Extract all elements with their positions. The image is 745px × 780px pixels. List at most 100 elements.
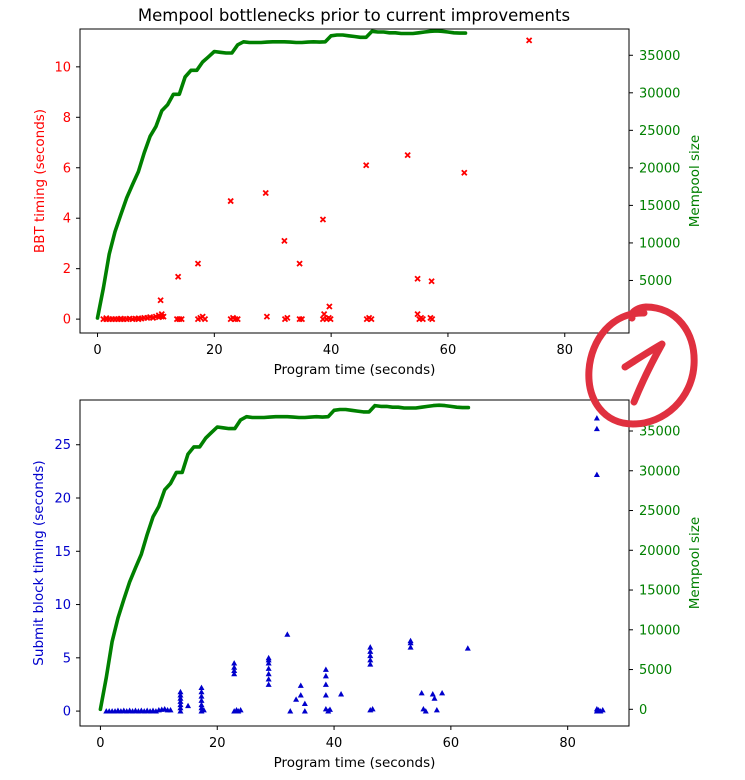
submit-point (367, 661, 374, 667)
bbt-point (404, 152, 411, 159)
submit-point (293, 696, 300, 702)
submit-point (338, 691, 345, 697)
submit-point (367, 648, 374, 654)
submit-y-tick-label: 5 (63, 651, 71, 666)
submit-point (297, 692, 304, 698)
submit-point (177, 708, 184, 714)
chart-title: Mempool bottlenecks prior to current imp… (138, 6, 570, 25)
bbt-point (262, 189, 269, 197)
submit-y2-tick-label: 15000 (639, 584, 680, 599)
submit-point (231, 667, 238, 674)
bbt-point (298, 315, 306, 323)
bbt-point (103, 314, 110, 322)
submit-axes-frame (79, 399, 630, 727)
bbt-point (320, 310, 328, 318)
submit-point (418, 689, 425, 696)
submit-point (367, 644, 374, 650)
submit-point (367, 652, 374, 659)
submit-point (167, 707, 174, 713)
submit-point (177, 704, 184, 711)
bbt-point (178, 315, 185, 323)
submit-point (433, 707, 440, 713)
bbt-point (117, 315, 125, 322)
bbt-point (326, 303, 333, 310)
submit-point (407, 644, 414, 650)
bbt-point (135, 315, 142, 322)
bbt-y-tick-label: 4 (63, 212, 71, 227)
submit-y-tick-label: 0 (63, 705, 71, 720)
bbt-mempool-line (95, 29, 468, 320)
submit-point (198, 693, 205, 699)
bbt-point (263, 313, 271, 320)
submit-point (429, 691, 436, 697)
bbt-y-tick-label: 6 (63, 161, 71, 176)
submit-point (198, 688, 205, 695)
bbt-point (429, 315, 436, 323)
bbt-x-tick-label: 40 (323, 343, 340, 358)
submit-y2-tick-label: 25000 (639, 504, 680, 519)
bbt-x-axis-label: Program time (seconds) (274, 362, 436, 378)
submit-point (367, 656, 374, 663)
bbt-point (234, 315, 241, 323)
submit-point (301, 708, 308, 714)
submit-point (599, 707, 606, 713)
bbt-point (368, 315, 375, 323)
submit-y2-tick-label: 5000 (639, 663, 672, 678)
submit-y-tick-label: 20 (54, 492, 71, 507)
submit-y2-tick-label: 35000 (639, 425, 680, 440)
submit-point (326, 706, 333, 712)
annotation-circle (585, 303, 698, 428)
bbt-point (194, 260, 202, 267)
submit-x-tick-label: 80 (559, 736, 576, 751)
submit-y2-tick-label: 10000 (639, 623, 680, 638)
bbt-y-tick-label: 0 (63, 313, 71, 328)
bbt-point (281, 237, 288, 245)
submit-y2-tick-label: 30000 (639, 464, 680, 479)
bbt-y-tick-label: 2 (63, 262, 71, 277)
submit-point (422, 708, 429, 714)
submit-point (301, 700, 308, 707)
submit-y2-tick-label: 0 (639, 703, 647, 718)
submit-point (464, 645, 471, 651)
bbt-point (419, 315, 426, 323)
submit-point (177, 695, 184, 701)
submit-point (198, 701, 205, 708)
bbt-x-tick-label: 80 (556, 343, 573, 358)
bbt-y2-tick-label: 20000 (639, 161, 680, 176)
bbt-axes-frame (79, 28, 630, 334)
submit-point (231, 660, 238, 666)
submit-point (322, 672, 329, 679)
bbt-point (428, 278, 435, 285)
submit-point (177, 698, 184, 704)
submit-x-tick-label: 40 (326, 736, 343, 751)
submit-point (322, 681, 329, 687)
submit-point (177, 692, 184, 698)
bbt-y2-axis-label: Mempool size (687, 135, 703, 227)
submit-y-tick-label: 15 (54, 545, 71, 560)
submit-point (265, 681, 272, 687)
submit-y-tick-label: 25 (54, 438, 71, 453)
bbt-point (201, 315, 209, 323)
bbt-point (157, 297, 164, 304)
submit-x-tick-label: 0 (96, 736, 104, 751)
submit-point (198, 684, 205, 691)
bbt-point (160, 313, 167, 320)
bbt-x-tick-label: 0 (93, 343, 101, 358)
bbt-x-tick-label: 60 (440, 343, 457, 358)
submit-point (593, 425, 600, 432)
annotation-digit-one (621, 340, 666, 406)
submit-x-tick-label: 20 (209, 736, 226, 751)
submit-point (297, 682, 304, 688)
submit-point (185, 702, 192, 709)
bbt-y-axis-label: BBT timing (seconds) (32, 109, 48, 253)
bbt-point (525, 37, 533, 44)
submit-point (322, 666, 329, 672)
submit-point (177, 688, 184, 695)
submit-point (407, 637, 414, 644)
bbt-point (296, 260, 303, 267)
submit-y-tick-label: 10 (54, 598, 71, 613)
submit-x-tick-label: 60 (443, 736, 460, 751)
submit-point (200, 707, 207, 713)
bbt-y-tick-label: 10 (54, 60, 71, 75)
